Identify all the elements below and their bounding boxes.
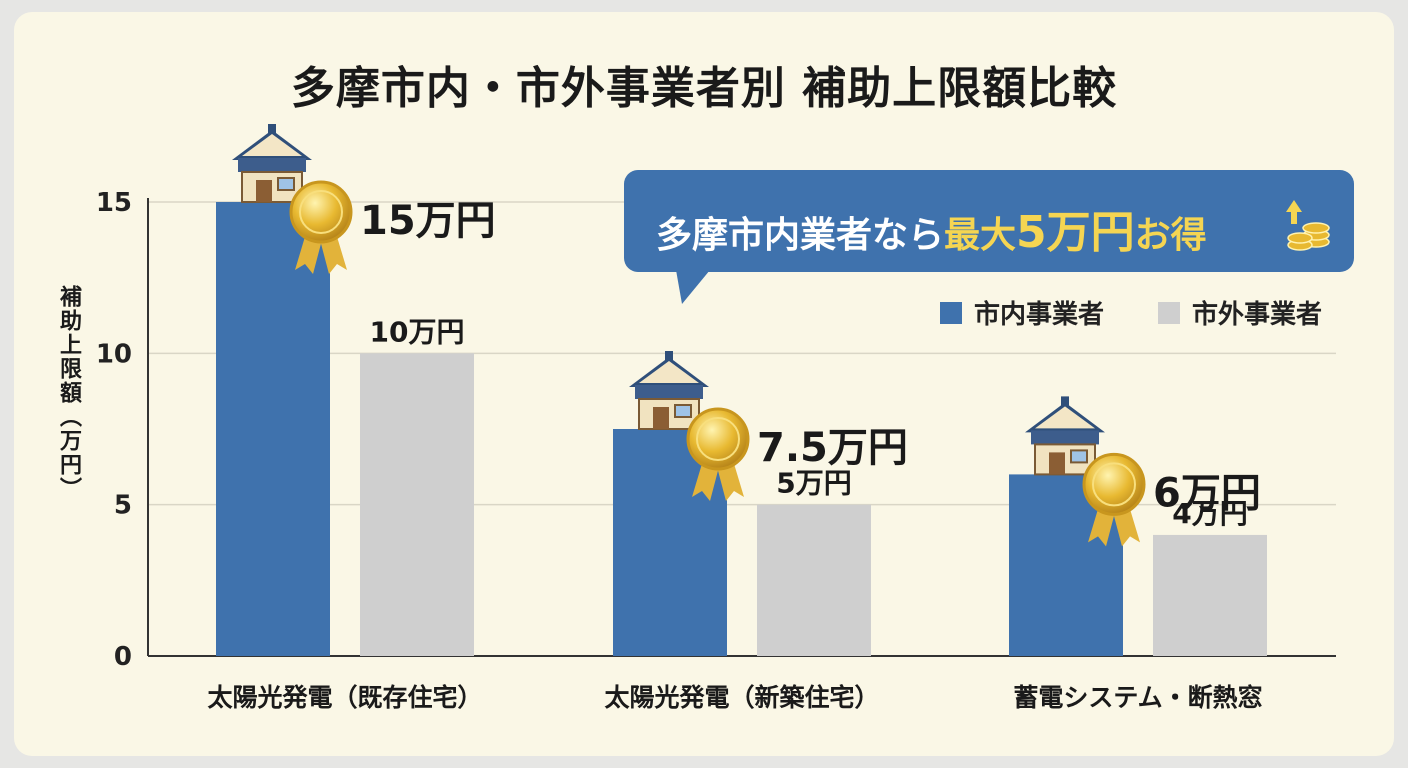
legend-item-inside: 市内事業者 (940, 294, 1104, 331)
chart-title: 多摩市内・市外事業者別 補助上限額比較 (290, 63, 1118, 114)
legend-swatch-inside (940, 301, 962, 324)
data-label-inside: 7.5万円 (757, 425, 908, 471)
legend-item-outside: 市外事業者 (1158, 294, 1322, 331)
legend-swatch-outside (1158, 301, 1180, 324)
callout-box (624, 170, 1354, 272)
data-label-outside: 10万円 (370, 315, 465, 348)
callout-highlight-amount: 5万円 (1016, 207, 1135, 258)
coins-up-icon (1286, 200, 1330, 251)
y-tick-label: 0 (114, 642, 132, 672)
callout-highlight-max: 最大 (944, 215, 1017, 256)
callout-prefix: 多摩市内業者なら (656, 215, 945, 256)
bar-outside (360, 353, 474, 656)
legend-label-inside: 市内事業者 (974, 300, 1105, 330)
data-label-inside: 15万円 (360, 198, 496, 244)
callout-tail (676, 270, 710, 304)
callout-highlight-gain: お得 (1134, 215, 1207, 256)
y-tick-label: 5 (114, 491, 132, 521)
legend-label-outside: 市外事業者 (1192, 300, 1323, 330)
data-label-inside: 6万円 (1153, 470, 1261, 516)
y-tick-label: 10 (96, 339, 132, 369)
y-axis-label: 補助上限額（万円） (56, 285, 81, 501)
x-tick-label: 蓄電システム・断熱窓 (1013, 683, 1262, 712)
x-tick-label: 太陽光発電（新築住宅） (604, 683, 879, 712)
y-tick-label: 15 (96, 188, 132, 218)
callout-text: 多摩市内業者なら最大5万円お得 (656, 196, 1276, 260)
x-tick-label: 太陽光発電（既存住宅） (207, 683, 482, 712)
bar-outside (1153, 534, 1267, 656)
data-label-outside: 5万円 (776, 467, 851, 500)
data-label-outside: 4万円 (1172, 497, 1247, 530)
bar-outside (757, 504, 871, 656)
bar-inside (216, 202, 330, 656)
